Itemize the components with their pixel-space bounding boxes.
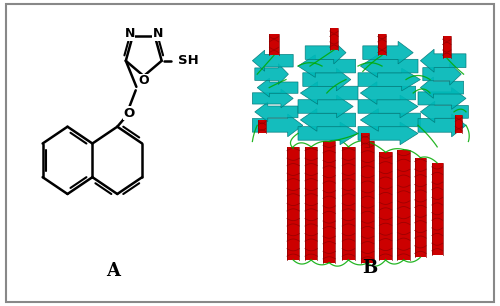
Text: N: N	[152, 28, 163, 40]
Bar	[330, 28, 338, 50]
Bar	[323, 141, 336, 263]
Polygon shape	[300, 82, 358, 104]
Polygon shape	[358, 95, 418, 118]
Bar	[287, 147, 300, 260]
Polygon shape	[252, 114, 303, 137]
Bar	[305, 147, 318, 260]
Polygon shape	[420, 77, 464, 98]
Polygon shape	[420, 49, 466, 72]
Text: SH: SH	[178, 54, 199, 67]
Bar	[442, 36, 451, 58]
Polygon shape	[255, 102, 298, 121]
Text: O: O	[138, 74, 149, 88]
Bar	[432, 163, 442, 255]
Bar	[378, 34, 386, 55]
Polygon shape	[298, 122, 358, 145]
Polygon shape	[360, 109, 420, 131]
Polygon shape	[252, 89, 293, 108]
Text: B: B	[362, 259, 378, 278]
Polygon shape	[418, 114, 466, 137]
Polygon shape	[358, 68, 420, 91]
Polygon shape	[303, 68, 351, 91]
Text: N: N	[124, 28, 135, 40]
Bar	[342, 147, 354, 260]
Polygon shape	[305, 41, 346, 64]
Bar	[362, 141, 374, 263]
Bar	[362, 133, 369, 147]
Polygon shape	[252, 50, 293, 71]
Bar	[398, 150, 410, 260]
Text: O: O	[123, 107, 134, 120]
Bar	[270, 34, 278, 55]
Bar	[414, 158, 426, 257]
Polygon shape	[300, 109, 356, 131]
Text: A: A	[106, 262, 120, 280]
Polygon shape	[255, 64, 288, 84]
Polygon shape	[418, 88, 466, 109]
Polygon shape	[360, 55, 418, 77]
Polygon shape	[420, 101, 469, 122]
Polygon shape	[298, 95, 353, 118]
Polygon shape	[363, 41, 413, 64]
Polygon shape	[358, 122, 418, 145]
Polygon shape	[360, 82, 416, 104]
Bar	[258, 120, 266, 133]
Polygon shape	[257, 78, 298, 97]
Bar	[380, 152, 392, 260]
Polygon shape	[298, 55, 356, 77]
Bar	[455, 114, 462, 133]
Polygon shape	[423, 63, 461, 85]
